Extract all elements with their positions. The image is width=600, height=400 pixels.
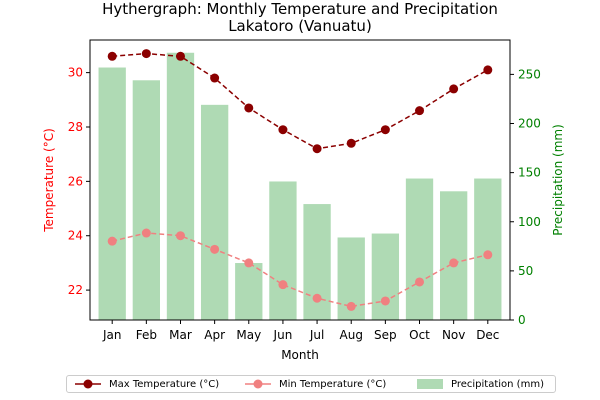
max-temp-point-jan (107, 51, 117, 61)
max-temp-point-mar (175, 51, 185, 61)
y-right-tick-label: 100 (518, 215, 541, 229)
min-temp-point-jan (107, 236, 117, 246)
max-temp-point-may (244, 103, 254, 113)
precip-bar-feb (132, 80, 160, 320)
min-temp-point-apr (210, 244, 220, 254)
x-tick-label-jan: Jan (102, 328, 122, 342)
x-tick-label-may: May (236, 328, 261, 342)
max-temp-point-apr (210, 73, 220, 83)
legend-item-precipitation: Precipitation (mm) (417, 376, 544, 392)
min-temp-point-feb (141, 228, 151, 238)
legend-item-max-temp: Max Temperature (°C) (75, 376, 219, 392)
precip-bar-nov (440, 191, 468, 320)
y-right-tick-label: 250 (518, 67, 541, 81)
legend-label-min-temp: Min Temperature (°C) (279, 378, 387, 390)
x-tick-label-dec: Dec (476, 328, 499, 342)
x-tick-label-jun: Jun (273, 328, 293, 342)
y-left-tick-label: 22 (68, 283, 83, 297)
precip-bar-mar (166, 52, 195, 320)
y-right-tick-label: 50 (518, 264, 533, 278)
max-temp-point-oct (415, 106, 425, 116)
plot-frame (89, 39, 511, 321)
x-tick-label-nov: Nov (442, 328, 465, 342)
precip-bar-jan (98, 67, 126, 320)
min-temp-point-may (244, 258, 254, 268)
min-temp-point-jul (312, 293, 322, 303)
x-tick-label-aug: Aug (340, 328, 363, 342)
legend-swatch-max-temp (75, 379, 101, 389)
min-temp-point-mar (175, 231, 185, 241)
y-left-tick-label: 28 (68, 120, 83, 134)
y-right-tick-label: 150 (518, 166, 541, 180)
x-tick-label-apr: Apr (204, 328, 225, 342)
precip-bar-sep (371, 233, 400, 320)
precip-bar-dec (474, 178, 502, 320)
max-temp-point-nov (449, 84, 459, 94)
y-left-tick-label: 26 (68, 174, 83, 188)
y-left-axis-label: Temperature (°C) (42, 128, 56, 233)
y-right-tick-label: 0 (518, 313, 526, 327)
chart-legend: Max Temperature (°C) Min Temperature (°C… (66, 375, 556, 393)
precip-bar-oct (405, 178, 434, 320)
x-tick-label-mar: Mar (169, 328, 192, 342)
max-temp-point-dec (483, 65, 493, 75)
chart-subtitle: Lakatoro (Vanuatu) (228, 17, 372, 35)
min-temp-point-nov (449, 258, 459, 268)
legend-label-max-temp: Max Temperature (°C) (109, 378, 220, 390)
max-temp-point-feb (141, 49, 151, 59)
x-tick-label-jul: Jul (309, 328, 324, 342)
legend-label-precipitation: Precipitation (mm) (451, 378, 544, 390)
max-temp-point-sep (380, 125, 390, 135)
x-tick-label-oct: Oct (409, 328, 430, 342)
x-tick-label-sep: Sep (374, 328, 397, 342)
precip-bar-jun (269, 181, 297, 320)
y-left-tick-label: 30 (68, 66, 83, 80)
chart-title: Hythergraph: Monthly Temperature and Pre… (102, 0, 498, 18)
min-temp-line (112, 232, 488, 308)
y-right-tick-label: 200 (518, 117, 541, 131)
legend-swatch-min-temp (245, 379, 271, 389)
max-temp-point-jul (312, 144, 322, 154)
min-temp-point-jun (278, 280, 288, 290)
x-tick-label-feb: Feb (136, 328, 157, 342)
legend-item-min-temp: Min Temperature (°C) (245, 376, 386, 392)
y-right-axis-label: Precipitation (mm) (551, 124, 565, 236)
max-temp-point-aug (346, 138, 356, 148)
min-temp-point-aug (346, 301, 356, 311)
legend-swatch-precipitation (417, 379, 443, 389)
precip-bar-apr (200, 104, 229, 320)
min-temp-point-oct (415, 277, 425, 287)
min-temp-point-dec (483, 250, 493, 260)
precip-bar-may (235, 263, 263, 320)
max-temp-point-jun (278, 125, 288, 135)
x-axis-label: Month (281, 348, 319, 362)
y-left-tick-label: 24 (68, 229, 83, 243)
min-temp-point-sep (380, 296, 390, 306)
